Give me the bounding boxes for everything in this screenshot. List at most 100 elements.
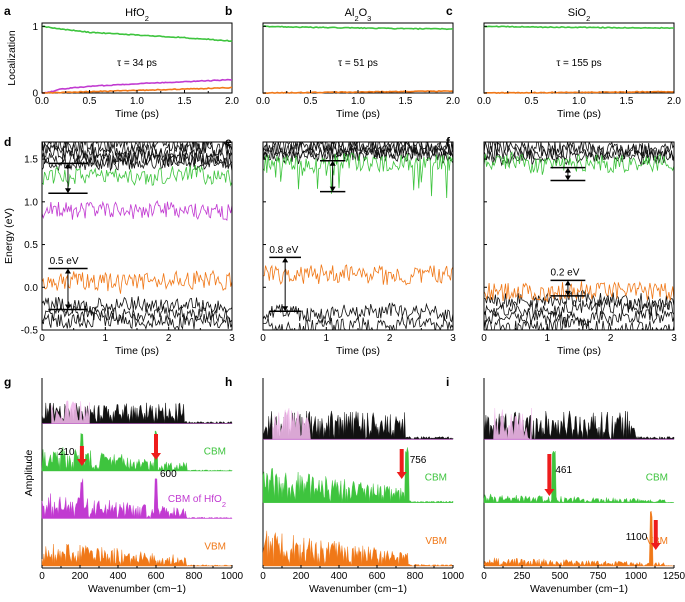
x-tick-label: 400 — [331, 571, 348, 582]
panel-label-e: e — [225, 135, 232, 149]
arrow-head — [564, 290, 571, 296]
series-label-cbm: CBM — [425, 473, 447, 484]
x-axis-label: Time (ps) — [115, 345, 159, 357]
panel-b: b Al2O3 0.0 0.5 1.0 1.5 2.0 Time (ps) τ = 51 ps — [225, 4, 460, 120]
x-tick-label: 1.5 — [178, 96, 192, 107]
panel-g: g CBM CBM of HfO2 VBM 210 600 0 200 400 600 800 100… — [4, 375, 244, 595]
x-tick-label: 0.0 — [256, 96, 270, 107]
x-tick-label: 1000 — [221, 571, 244, 582]
x-tick-label: 0.0 — [477, 96, 491, 107]
x-tick-label: 600 — [369, 571, 386, 582]
subscript: 2 — [222, 499, 226, 508]
energy-trace-black — [42, 142, 232, 158]
x-tick-label: 600 — [148, 571, 165, 582]
x-tick-label: 0 — [260, 571, 266, 582]
spectrum-purple — [41, 478, 233, 520]
spectrum-pink — [493, 407, 532, 440]
trajectory-group — [42, 142, 232, 330]
y-tick-label: 0 — [32, 89, 38, 100]
x-tick-label: 0.0 — [35, 96, 49, 107]
x-tick-label: 0 — [39, 333, 45, 344]
x-tick-label: 2 — [166, 333, 172, 344]
peak-arrow — [79, 446, 84, 460]
x-tick-label: 200 — [293, 571, 310, 582]
energy-trace-black — [263, 142, 453, 157]
x-tick-label: 1.5 — [399, 96, 413, 107]
subscript: 2 — [586, 14, 590, 23]
x-tick-label: 200 — [72, 571, 89, 582]
x-tick-label: 0.5 — [525, 96, 539, 107]
series-label-vbm: VBM — [204, 541, 226, 552]
x-tick-label: 250 — [514, 571, 531, 582]
energy-trace-black — [263, 302, 453, 323]
arrow-head — [64, 163, 71, 169]
x-axis-label: Time (ps) — [115, 108, 159, 120]
y-tick-label: 0.0 — [24, 283, 38, 294]
x-tick-label: 0 — [481, 333, 487, 344]
peak-arrow — [399, 449, 404, 473]
subscript: 2 — [354, 14, 358, 23]
peak-arrow — [547, 454, 552, 490]
energy-trace-black — [42, 311, 232, 330]
x-axis-label: Time (ps) — [336, 108, 380, 120]
text-part: CBM — [204, 446, 226, 457]
peak-label: 756 — [410, 455, 427, 466]
x-tick-label: 1.0 — [572, 96, 586, 107]
x-axis-label: Wavenumber (cm−1) — [530, 583, 628, 595]
spectrum-green — [262, 447, 454, 503]
peak-arrow-head — [544, 489, 555, 496]
x-tick-label: 0 — [39, 571, 45, 582]
spectrum-black — [262, 410, 454, 440]
x-tick-label: 800 — [186, 571, 203, 582]
arrow-head — [329, 160, 336, 166]
energy-trace-orange — [484, 281, 674, 302]
peak-label: 600 — [160, 469, 177, 480]
x-axis-label: Time (ps) — [336, 345, 380, 357]
panel-label-a: a — [4, 4, 11, 18]
energy-trace-orange — [263, 264, 453, 286]
trajectory-group — [484, 142, 674, 330]
x-tick-label: 800 — [407, 571, 424, 582]
energy-trace-black — [484, 309, 674, 328]
series-line-green — [42, 25, 233, 43]
panel-d: d 0 1 2 3 Time (ps) -0.5 0.0 0.5 1.0 1.5 Energy (eV… — [3, 135, 235, 357]
title-sio2: SiO2 — [568, 7, 591, 23]
text-part: CBM of HfO — [168, 494, 222, 505]
text-part: HfO — [125, 7, 145, 19]
energy-trace-black — [484, 148, 674, 167]
energy-trace-purple — [42, 200, 232, 221]
energy-trace-green — [263, 152, 453, 199]
x-tick-label: 1.5 — [620, 96, 634, 107]
energy-trace-black — [263, 144, 453, 165]
gap-annotation: 0.5 eV — [50, 256, 79, 267]
text-part: VBM — [425, 536, 447, 547]
x-tick-label: 500 — [552, 571, 569, 582]
panel-label-b: b — [225, 4, 232, 18]
x-tick-label: 1 — [545, 333, 551, 344]
x-tick-label: 1000 — [442, 571, 465, 582]
y-tick-label: 1.0 — [24, 197, 38, 208]
spectrum-orange — [41, 543, 233, 567]
arrow-head — [329, 186, 336, 192]
x-tick-label: 3 — [229, 333, 235, 344]
x-tick-label: 1 — [103, 333, 109, 344]
x-tick-label: 1250 — [663, 571, 685, 582]
text-part: VBM — [204, 541, 226, 552]
x-tick-label: 2.0 — [667, 96, 681, 107]
energy-trace-green — [484, 151, 674, 175]
spectrum-orange — [483, 510, 675, 567]
panel-label-f: f — [446, 135, 451, 149]
x-tick-label: 0.5 — [304, 96, 318, 107]
title-hfo2: HfO2 — [125, 7, 149, 23]
panel-label-h: h — [225, 375, 232, 389]
series-line-green — [262, 25, 454, 31]
plot-frame — [262, 141, 454, 331]
panel-c: c SiO2 0.0 0.5 1.0 1.5 2.0 Time (ps) τ = 155 ps — [446, 4, 681, 120]
x-tick-label: 0 — [260, 333, 266, 344]
x-axis-label: Wavenumber (cm−1) — [88, 583, 186, 595]
x-tick-label: 2 — [387, 333, 393, 344]
x-tick-label: 2.0 — [225, 96, 239, 107]
text-part: Al — [345, 7, 355, 19]
series-label-cbm: CBM — [646, 473, 668, 484]
arrow-head — [282, 306, 289, 312]
